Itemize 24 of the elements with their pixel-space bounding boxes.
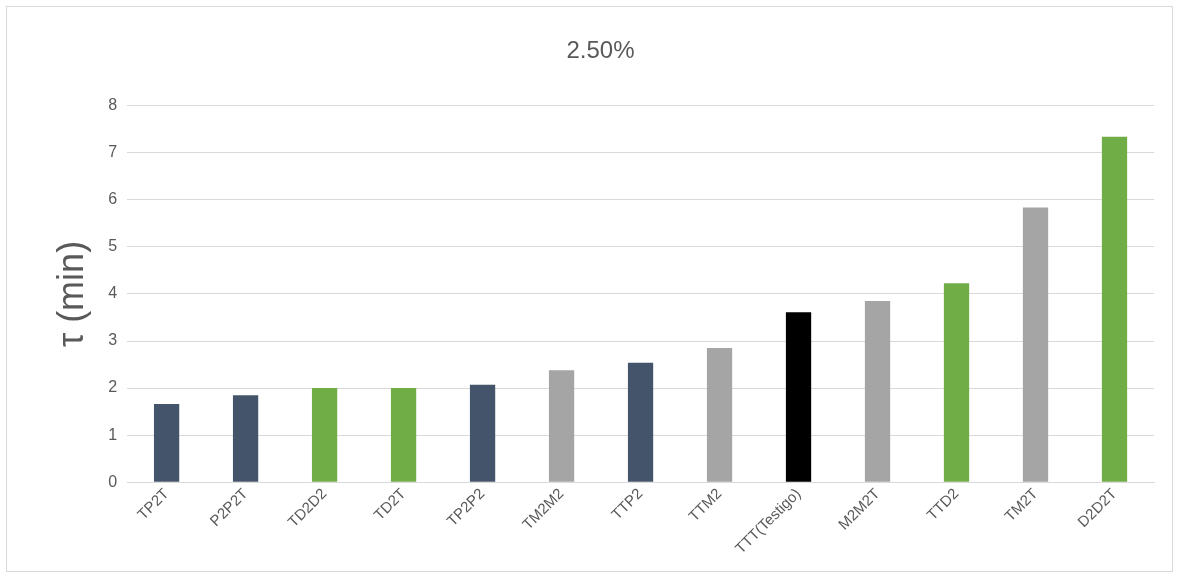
bar	[390, 388, 417, 482]
chart-title: 2.50%	[566, 36, 635, 64]
bar	[627, 362, 654, 482]
bar	[1022, 207, 1049, 482]
y-tick-label: 6	[108, 190, 118, 208]
bar	[311, 388, 338, 482]
bar	[943, 283, 970, 482]
bar	[232, 395, 259, 482]
y-axis-title: τ (min)	[49, 240, 91, 348]
bar	[153, 404, 180, 482]
y-tick-label: 0	[108, 472, 118, 490]
y-tick-label: 8	[108, 96, 118, 114]
y-tick-label: 1	[108, 425, 118, 443]
bar	[1101, 136, 1128, 482]
y-tick-label: 3	[108, 331, 118, 349]
bar	[706, 348, 733, 482]
y-tick-label: 5	[108, 237, 118, 255]
y-tick-label: 4	[108, 284, 118, 302]
bar	[785, 312, 812, 482]
bar	[864, 301, 891, 482]
bar	[469, 384, 496, 482]
y-tick-label: 7	[108, 143, 118, 161]
y-tick-label: 2	[108, 378, 118, 396]
bar	[548, 370, 575, 482]
